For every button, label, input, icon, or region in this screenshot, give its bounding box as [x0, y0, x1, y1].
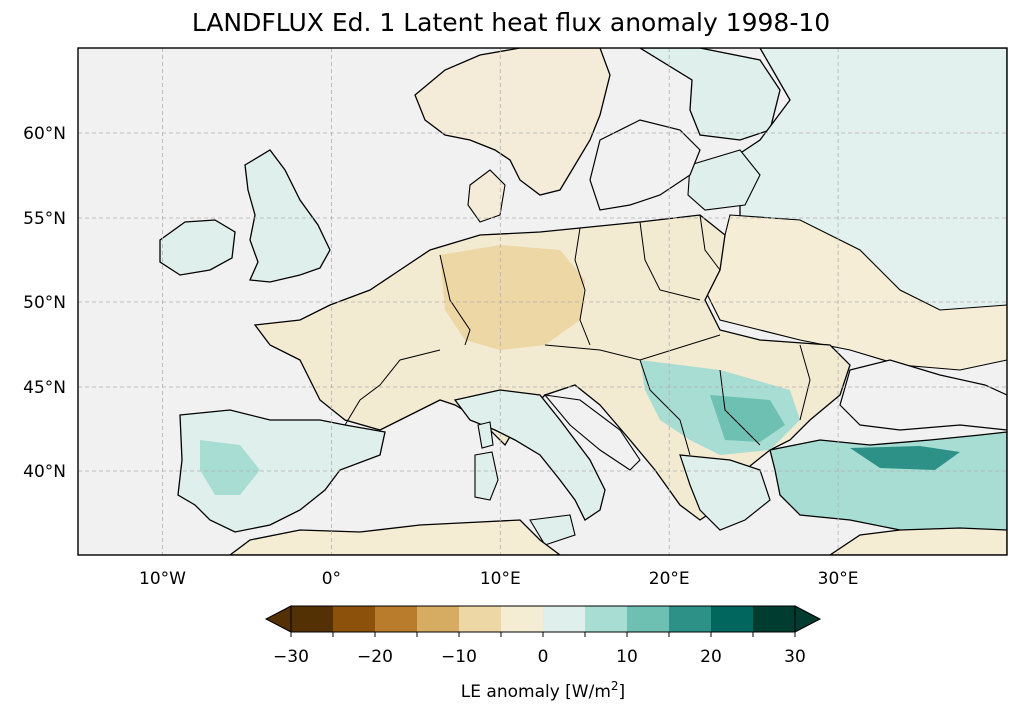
water-black-sea [839, 359, 1007, 431]
y-tick-label: 55°N [23, 209, 66, 229]
land-denmark [467, 169, 506, 223]
land-north-africa-east [828, 527, 1007, 555]
land-sardinia [474, 451, 499, 501]
anomaly-central-europe [440, 245, 585, 350]
colorbar-tick-label: −10 [441, 647, 477, 667]
colorbar-segment [501, 606, 544, 632]
map-title: LANDFLUX Ed. 1 Latent heat flux anomaly … [191, 8, 831, 37]
y-tick-label: 60°N [23, 124, 66, 144]
colorbar-segment [291, 606, 334, 632]
land-ireland [159, 219, 236, 276]
colorbar-segment [543, 606, 586, 632]
colorbar [264, 605, 822, 633]
colorbar-tick-label: 10 [616, 647, 638, 667]
land-ukraine [704, 214, 1007, 371]
colorbar-segment [669, 606, 712, 632]
y-tick-label: 45°N [23, 378, 66, 398]
anomaly-balkans-core [710, 395, 785, 442]
water-baltic-sea [589, 119, 701, 211]
colorbar-label: LE anomaly [W/m2] [461, 679, 625, 702]
country-borders [344, 214, 811, 456]
x-tick-label: 10°E [480, 569, 521, 589]
colorbar-segment [711, 606, 754, 632]
land-corsica [477, 421, 494, 449]
colorbar-segment [333, 606, 376, 632]
colorbar-segment [459, 606, 502, 632]
land-sicily [529, 514, 576, 546]
colorbar-ticks: −30 −20 −10 0 10 20 30 [273, 632, 806, 667]
x-tick-label: 30°E [818, 569, 859, 589]
map-frame [77, 47, 1008, 556]
land-italy [453, 389, 606, 521]
colorbar-tick-label: 20 [700, 647, 722, 667]
land-finland [638, 48, 781, 141]
colorbar-extend-max [794, 605, 822, 633]
land-north-africa [228, 519, 562, 555]
land-scandinavia [414, 48, 611, 196]
colorbar-segment [585, 606, 628, 632]
colorbar-tick-label: −20 [357, 647, 393, 667]
land-great-britain [244, 149, 331, 283]
x-tick-label: 20°E [649, 569, 690, 589]
colorbar-extend-min [264, 605, 292, 633]
colorbar-tick-label: 0 [538, 647, 549, 667]
land-baltics [687, 149, 761, 211]
x-tick-label: 10°W [139, 569, 186, 589]
x-tick-label: 0° [322, 569, 341, 589]
y-tick-label: 50°N [23, 293, 66, 313]
land-greece [679, 454, 771, 531]
colorbar-tick-label: 30 [784, 647, 806, 667]
anomaly-iberia [200, 440, 260, 495]
colorbar-segment [753, 606, 796, 632]
water-adriatic [543, 394, 641, 471]
colorbar-segment [627, 606, 670, 632]
colorbar-segment [417, 606, 460, 632]
land-layer [159, 48, 1007, 555]
gridlines [78, 48, 1007, 555]
colorbar-segment [375, 606, 418, 632]
anomaly-turkey-core [850, 446, 960, 470]
y-tick-label: 40°N [23, 462, 66, 482]
colorbar-tick-label: −30 [273, 647, 309, 667]
